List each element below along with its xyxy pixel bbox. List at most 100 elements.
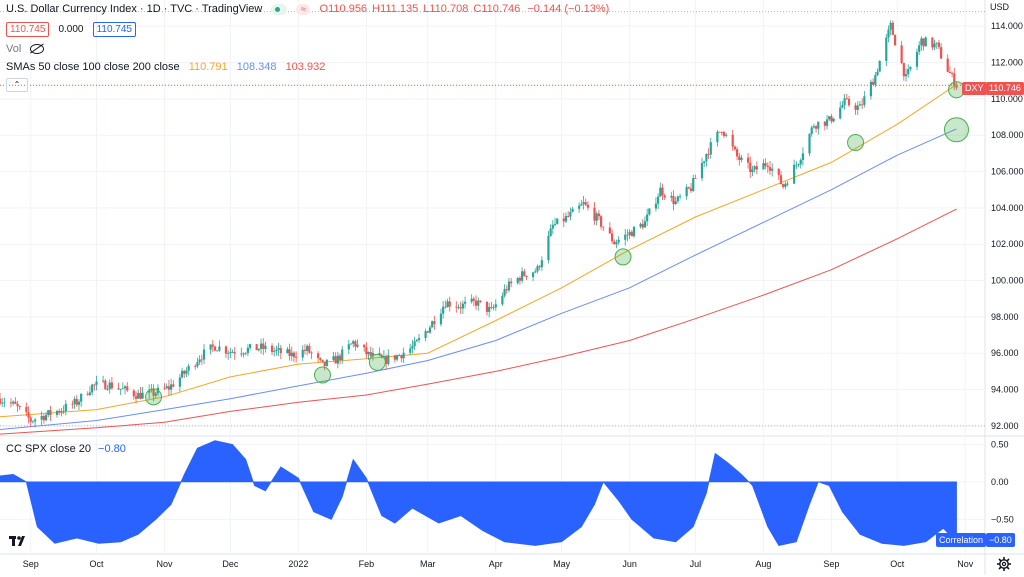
candle [878, 60, 881, 72]
candle [244, 352, 247, 356]
candle-body [595, 213, 598, 221]
candle [510, 277, 513, 288]
candle [722, 130, 726, 139]
candle [277, 342, 280, 357]
candle-body [148, 389, 151, 393]
candle [707, 148, 710, 160]
candle-body [878, 60, 881, 72]
candlestick-series [0, 20, 958, 428]
candle-body [308, 345, 311, 353]
candle-body [31, 421, 35, 423]
candle-body [121, 388, 124, 390]
sma-legend: SMAs 50 close 100 close 200 close 110.79… [6, 61, 331, 73]
candle-body [367, 352, 370, 355]
candle [213, 345, 217, 352]
candle-body [817, 121, 820, 129]
candle [567, 211, 570, 218]
candle [935, 42, 938, 49]
candle-body [823, 121, 826, 126]
symbol-title[interactable]: U.S. Dollar Currency Index · 1D · TVC · … [6, 3, 263, 15]
sma-label[interactable]: SMAs 50 close 100 close 200 close [6, 61, 180, 73]
candle-body [187, 365, 190, 371]
candle [457, 304, 460, 310]
collapse-legend-button[interactable]: ⌃ [6, 78, 28, 92]
candle [795, 161, 798, 169]
candle-body [643, 221, 647, 228]
candle [455, 301, 458, 313]
sell-price-box[interactable]: 110.745 [6, 22, 50, 37]
correlation-area [0, 440, 957, 546]
candle [861, 98, 864, 110]
eye-hidden-icon[interactable] [30, 43, 45, 55]
candle-body [689, 188, 693, 192]
badge-symbol: DXY [965, 83, 984, 93]
candle-body [485, 301, 489, 312]
candle-body [349, 343, 353, 345]
candle [474, 295, 478, 310]
candle-body [516, 278, 519, 284]
candle [185, 367, 188, 377]
candle [347, 339, 350, 355]
candle-body [885, 37, 888, 61]
candle-body [139, 392, 142, 399]
candle [692, 174, 695, 192]
candle-body [409, 348, 412, 353]
tradingview-logo-icon[interactable] [8, 532, 26, 550]
highlight-circle [943, 117, 969, 143]
candle-body [463, 301, 467, 304]
candle [676, 195, 679, 204]
candle-body [117, 388, 120, 390]
candle-body [470, 298, 473, 302]
ohlc-low: L110.708 [423, 3, 469, 15]
candle-body [795, 164, 798, 166]
candle [62, 405, 65, 415]
badge-price: 110.746 [989, 83, 1021, 93]
candle-body [534, 271, 537, 273]
candle [34, 417, 37, 428]
candle-body [578, 205, 581, 209]
candle-body [531, 272, 535, 277]
candle-body [356, 344, 359, 347]
candle-body [400, 355, 403, 359]
candle [953, 67, 956, 91]
candle [955, 82, 958, 90]
candle [569, 207, 572, 221]
candle-body [279, 348, 282, 354]
candle [224, 345, 228, 358]
candle-body [740, 157, 743, 161]
candle [578, 202, 581, 213]
candle [678, 193, 682, 200]
candle [685, 184, 688, 200]
candle [49, 405, 52, 421]
candle-body [325, 359, 328, 366]
buy-price-box[interactable]: 110.745 [92, 22, 136, 37]
candle-body [479, 300, 482, 302]
candle-body [27, 412, 30, 418]
candle-body [523, 271, 526, 276]
candle [240, 347, 243, 357]
candle [841, 100, 844, 109]
candle [700, 157, 704, 182]
candle-body [80, 393, 83, 402]
candle [259, 338, 263, 354]
candle-body [126, 386, 129, 391]
candle-body [547, 235, 550, 261]
candle [725, 133, 728, 138]
volume-label[interactable]: Vol [6, 43, 22, 55]
candle-body [29, 417, 32, 422]
candle [540, 256, 543, 271]
candle-body [16, 403, 19, 407]
candle [659, 182, 662, 197]
candle-body [194, 365, 197, 367]
correlation-label[interactable]: CC SPX close 20 [6, 443, 91, 455]
candle [830, 113, 833, 124]
candle [121, 382, 124, 390]
candle [810, 125, 813, 137]
candle-body [18, 406, 21, 408]
candle [887, 25, 890, 43]
candle [755, 161, 758, 175]
settings-gear-icon[interactable] [996, 556, 1012, 572]
candle-body [678, 196, 682, 198]
